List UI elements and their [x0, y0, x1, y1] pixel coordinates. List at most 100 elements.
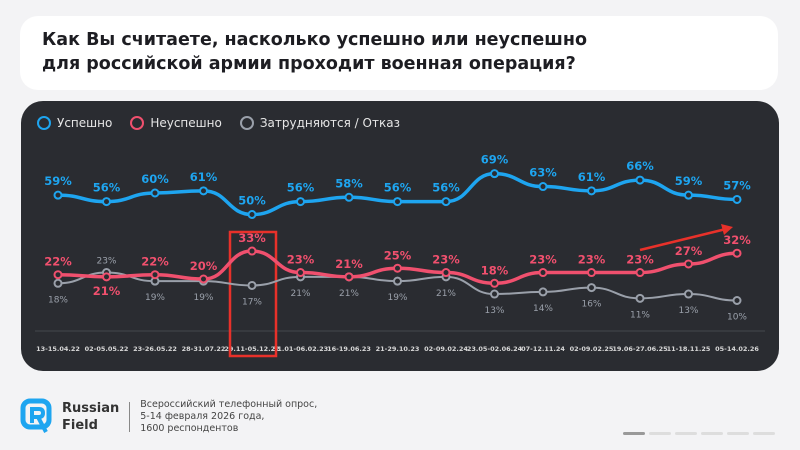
legend-failure: Неуспешно	[130, 116, 222, 130]
data-label: 16%	[581, 300, 601, 310]
data-label: 23%	[287, 253, 315, 267]
source-note: Всероссийский телефонный опрос, 5-14 фев…	[140, 399, 317, 435]
data-point	[684, 289, 693, 299]
data-point	[441, 268, 451, 278]
data-label: 21%	[339, 289, 359, 299]
x-tick-label: 19.06-27.06.25	[612, 345, 668, 353]
data-label: 23%	[529, 253, 557, 267]
data-point	[441, 197, 451, 207]
data-point	[538, 268, 548, 278]
data-point	[150, 270, 160, 280]
data-point	[490, 289, 499, 299]
data-point	[635, 175, 645, 185]
legend-label: Неуспешно	[150, 116, 222, 130]
data-label: 22%	[44, 255, 72, 269]
data-point	[102, 197, 111, 207]
page-dot[interactable]	[727, 432, 749, 435]
legend-label: Успешно	[57, 116, 113, 130]
legend-undecided: Затрудняются / Отказ	[239, 116, 400, 130]
data-point	[587, 283, 596, 293]
line-chart: 13-15.04.22 02-05.05.22 23-26.05.22 28-31.0…	[35, 153, 765, 358]
data-point	[393, 263, 402, 273]
data-point	[296, 197, 305, 207]
data-point	[53, 190, 63, 200]
brand-line: Field	[62, 418, 98, 433]
legend-success: Успешно	[37, 116, 112, 130]
page-dot[interactable]	[753, 432, 775, 435]
data-label: 56%	[384, 181, 412, 195]
data-point	[150, 188, 160, 198]
data-point	[587, 268, 596, 278]
page-dot[interactable]	[623, 432, 645, 435]
data-point	[296, 268, 305, 278]
footer: Russian Field Всероссийский телефонный оп…	[20, 398, 317, 436]
page-dot[interactable]	[649, 432, 671, 435]
data-label: 66%	[626, 159, 654, 173]
data-label: 61%	[190, 170, 218, 184]
data-label: 13%	[678, 306, 698, 316]
x-tick-label: 28-31.07.22	[182, 345, 226, 353]
data-point	[635, 293, 645, 303]
divider	[129, 402, 131, 432]
data-point	[344, 192, 354, 202]
data-label: 21%	[290, 289, 310, 299]
data-label: 22%	[141, 255, 169, 269]
data-point	[53, 278, 63, 288]
legend-dot-icon	[130, 116, 145, 130]
x-tick-label: 23-26.05.22	[133, 345, 177, 353]
x-tick-label: 07-12.11.24	[521, 345, 565, 353]
data-label: 13%	[484, 306, 504, 316]
data-label: 23%	[626, 253, 654, 267]
data-label: 59%	[44, 174, 72, 188]
data-label: 57%	[723, 178, 751, 192]
source-line: 5-14 февраля 2026 года,	[140, 411, 265, 422]
data-label: 19%	[193, 293, 213, 303]
data-point	[53, 270, 63, 280]
data-label: 18%	[48, 295, 68, 305]
data-point	[684, 190, 693, 200]
legend-label: Затрудняются / Отказ	[259, 116, 400, 130]
x-tick-label: 16-19.06.23	[327, 345, 371, 353]
data-point	[247, 246, 257, 256]
data-label: 11%	[630, 310, 650, 320]
x-tick-label: 21-29.10.23	[376, 345, 420, 353]
data-point	[247, 210, 257, 219]
source-line: Всероссийский телефонный опрос,	[140, 399, 318, 410]
data-point	[538, 287, 548, 297]
data-label: 21%	[93, 284, 121, 298]
trend-arrow	[639, 227, 727, 252]
data-point	[393, 276, 402, 286]
data-label: 17%	[242, 297, 262, 307]
legend-dot-icon	[239, 116, 254, 130]
brand-line: Russian	[62, 401, 120, 416]
data-label: 18%	[481, 263, 509, 277]
data-label: 32%	[723, 233, 751, 247]
data-label: 25%	[384, 248, 412, 262]
data-label: 21%	[436, 289, 456, 299]
data-label: 14%	[533, 304, 553, 314]
data-label: 21%	[335, 257, 363, 271]
page-dot[interactable]	[675, 432, 697, 435]
data-point	[732, 296, 742, 305]
data-point	[732, 248, 742, 258]
title-card: Как Вы считаете, насколько успешно или н…	[20, 16, 778, 90]
page-dot[interactable]	[701, 432, 723, 435]
x-tick-label: 11-18.11.25	[667, 345, 711, 353]
data-label: 33%	[238, 231, 266, 245]
data-point	[393, 197, 402, 207]
trend-arrow-head-icon	[721, 224, 733, 235]
legend: Успешно Неуспешно Затрудняются / Отказ	[37, 116, 400, 130]
page-indicator	[623, 432, 775, 435]
source-line: 1600 респондентов	[140, 423, 239, 434]
data-label: 20%	[190, 259, 218, 273]
data-label: 58%	[335, 176, 363, 190]
data-label: 23%	[578, 253, 606, 267]
data-label: 19%	[145, 293, 165, 303]
page-title: Как Вы считаете, насколько успешно или н…	[42, 28, 587, 76]
data-point	[344, 272, 354, 282]
chart-panel: Успешно Неуспешно Затрудняются / Отказ 1…	[21, 101, 779, 371]
x-tick-label: 02-09.02.25	[570, 345, 614, 353]
x-tick-label: 23.05-02.06.24	[467, 345, 523, 353]
data-label: 56%	[432, 181, 460, 195]
data-label: 10%	[727, 313, 747, 323]
